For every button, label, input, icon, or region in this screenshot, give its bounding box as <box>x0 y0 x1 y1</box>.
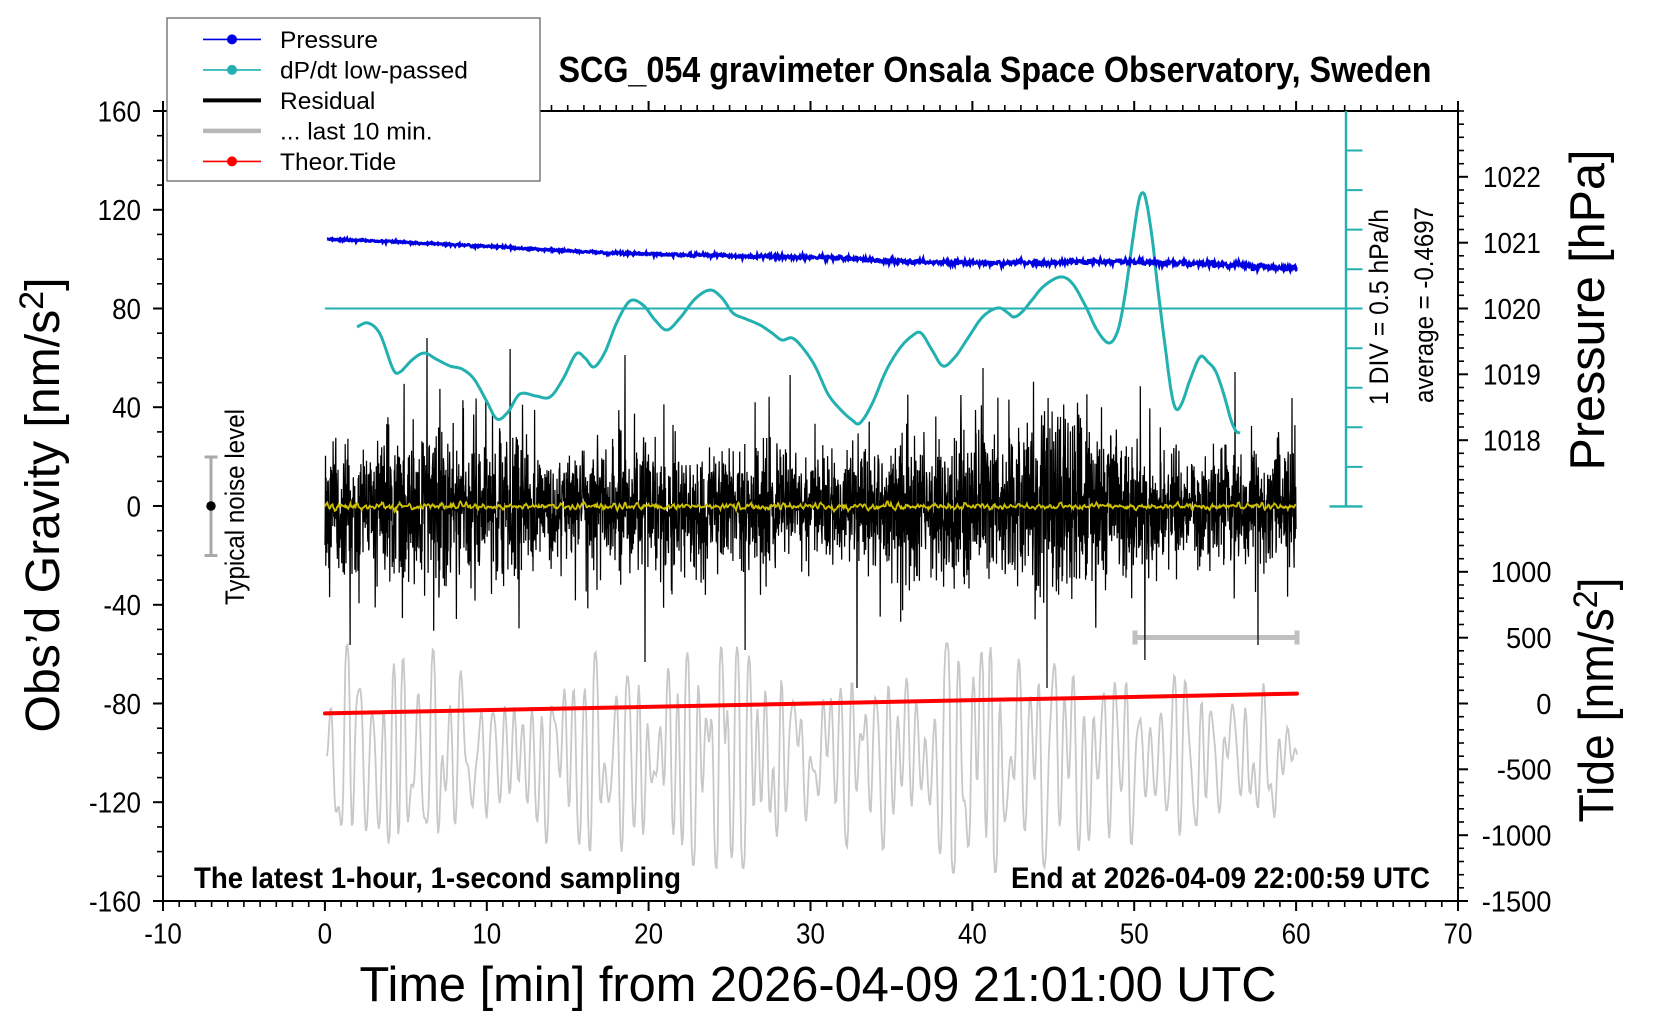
svg-text:Theor.Tide: Theor.Tide <box>280 149 396 176</box>
svg-text:... last 10 min.: ... last 10 min. <box>280 119 433 146</box>
svg-text:1000: 1000 <box>1491 557 1552 589</box>
svg-text:Pressure: Pressure <box>280 27 378 54</box>
svg-text:Residual: Residual <box>280 88 375 115</box>
svg-text:160: 160 <box>98 96 141 128</box>
svg-text:The latest 1-hour, 1-second sa: The latest 1-hour, 1-second sampling <box>194 862 681 895</box>
svg-text:Typical noise level: Typical noise level <box>220 409 250 605</box>
svg-text:Pressure [hPa]: Pressure [hPa] <box>1561 150 1615 471</box>
svg-text:0: 0 <box>1536 689 1551 721</box>
svg-text:80: 80 <box>112 294 141 326</box>
svg-text:Time [min] from 2026-04-09 21:: Time [min] from 2026-04-09 21:01:00 UTC <box>360 958 1277 1012</box>
svg-text:10: 10 <box>472 919 501 951</box>
svg-text:1 DIV = 0.5 hPa/h: 1 DIV = 0.5 hPa/h <box>1364 209 1394 405</box>
svg-text:1021: 1021 <box>1483 228 1541 260</box>
svg-text:Tide [nm/s2]: Tide [nm/s2] <box>1567 578 1624 823</box>
svg-text:50: 50 <box>1120 919 1149 951</box>
svg-text:0: 0 <box>127 491 142 523</box>
svg-text:500: 500 <box>1506 623 1552 655</box>
svg-text:1020: 1020 <box>1483 294 1541 326</box>
svg-text:-120: -120 <box>89 788 141 820</box>
svg-text:40: 40 <box>958 919 987 951</box>
svg-text:-40: -40 <box>103 590 141 622</box>
svg-text:1018: 1018 <box>1483 426 1541 458</box>
svg-text:Obs’d Gravity [nm/s2]: Obs’d Gravity [nm/s2] <box>13 278 70 733</box>
svg-text:1022: 1022 <box>1483 162 1541 194</box>
svg-text:SCG_054 gravimeter Onsala Spac: SCG_054 gravimeter Onsala Space Observat… <box>559 49 1432 90</box>
svg-text:0: 0 <box>318 919 333 951</box>
svg-text:30: 30 <box>796 919 825 951</box>
svg-text:End at 2026-04-09 22:00:59 UTC: End at 2026-04-09 22:00:59 UTC <box>1011 862 1430 895</box>
svg-text:-80: -80 <box>103 689 141 721</box>
svg-text:-1000: -1000 <box>1482 821 1552 853</box>
svg-text:20: 20 <box>634 919 663 951</box>
svg-text:1019: 1019 <box>1483 360 1541 392</box>
svg-text:70: 70 <box>1444 919 1473 951</box>
svg-text:-500: -500 <box>1497 755 1552 787</box>
svg-text:120: 120 <box>98 195 141 227</box>
svg-text:-10: -10 <box>144 919 182 951</box>
svg-text:40: 40 <box>112 393 141 425</box>
svg-text:60: 60 <box>1282 919 1311 951</box>
svg-text:average = -0.4697: average = -0.4697 <box>1409 207 1439 403</box>
svg-text:-1500: -1500 <box>1482 886 1552 918</box>
svg-text:-160: -160 <box>89 886 141 918</box>
svg-text:dP/dt low-passed: dP/dt low-passed <box>280 58 468 85</box>
